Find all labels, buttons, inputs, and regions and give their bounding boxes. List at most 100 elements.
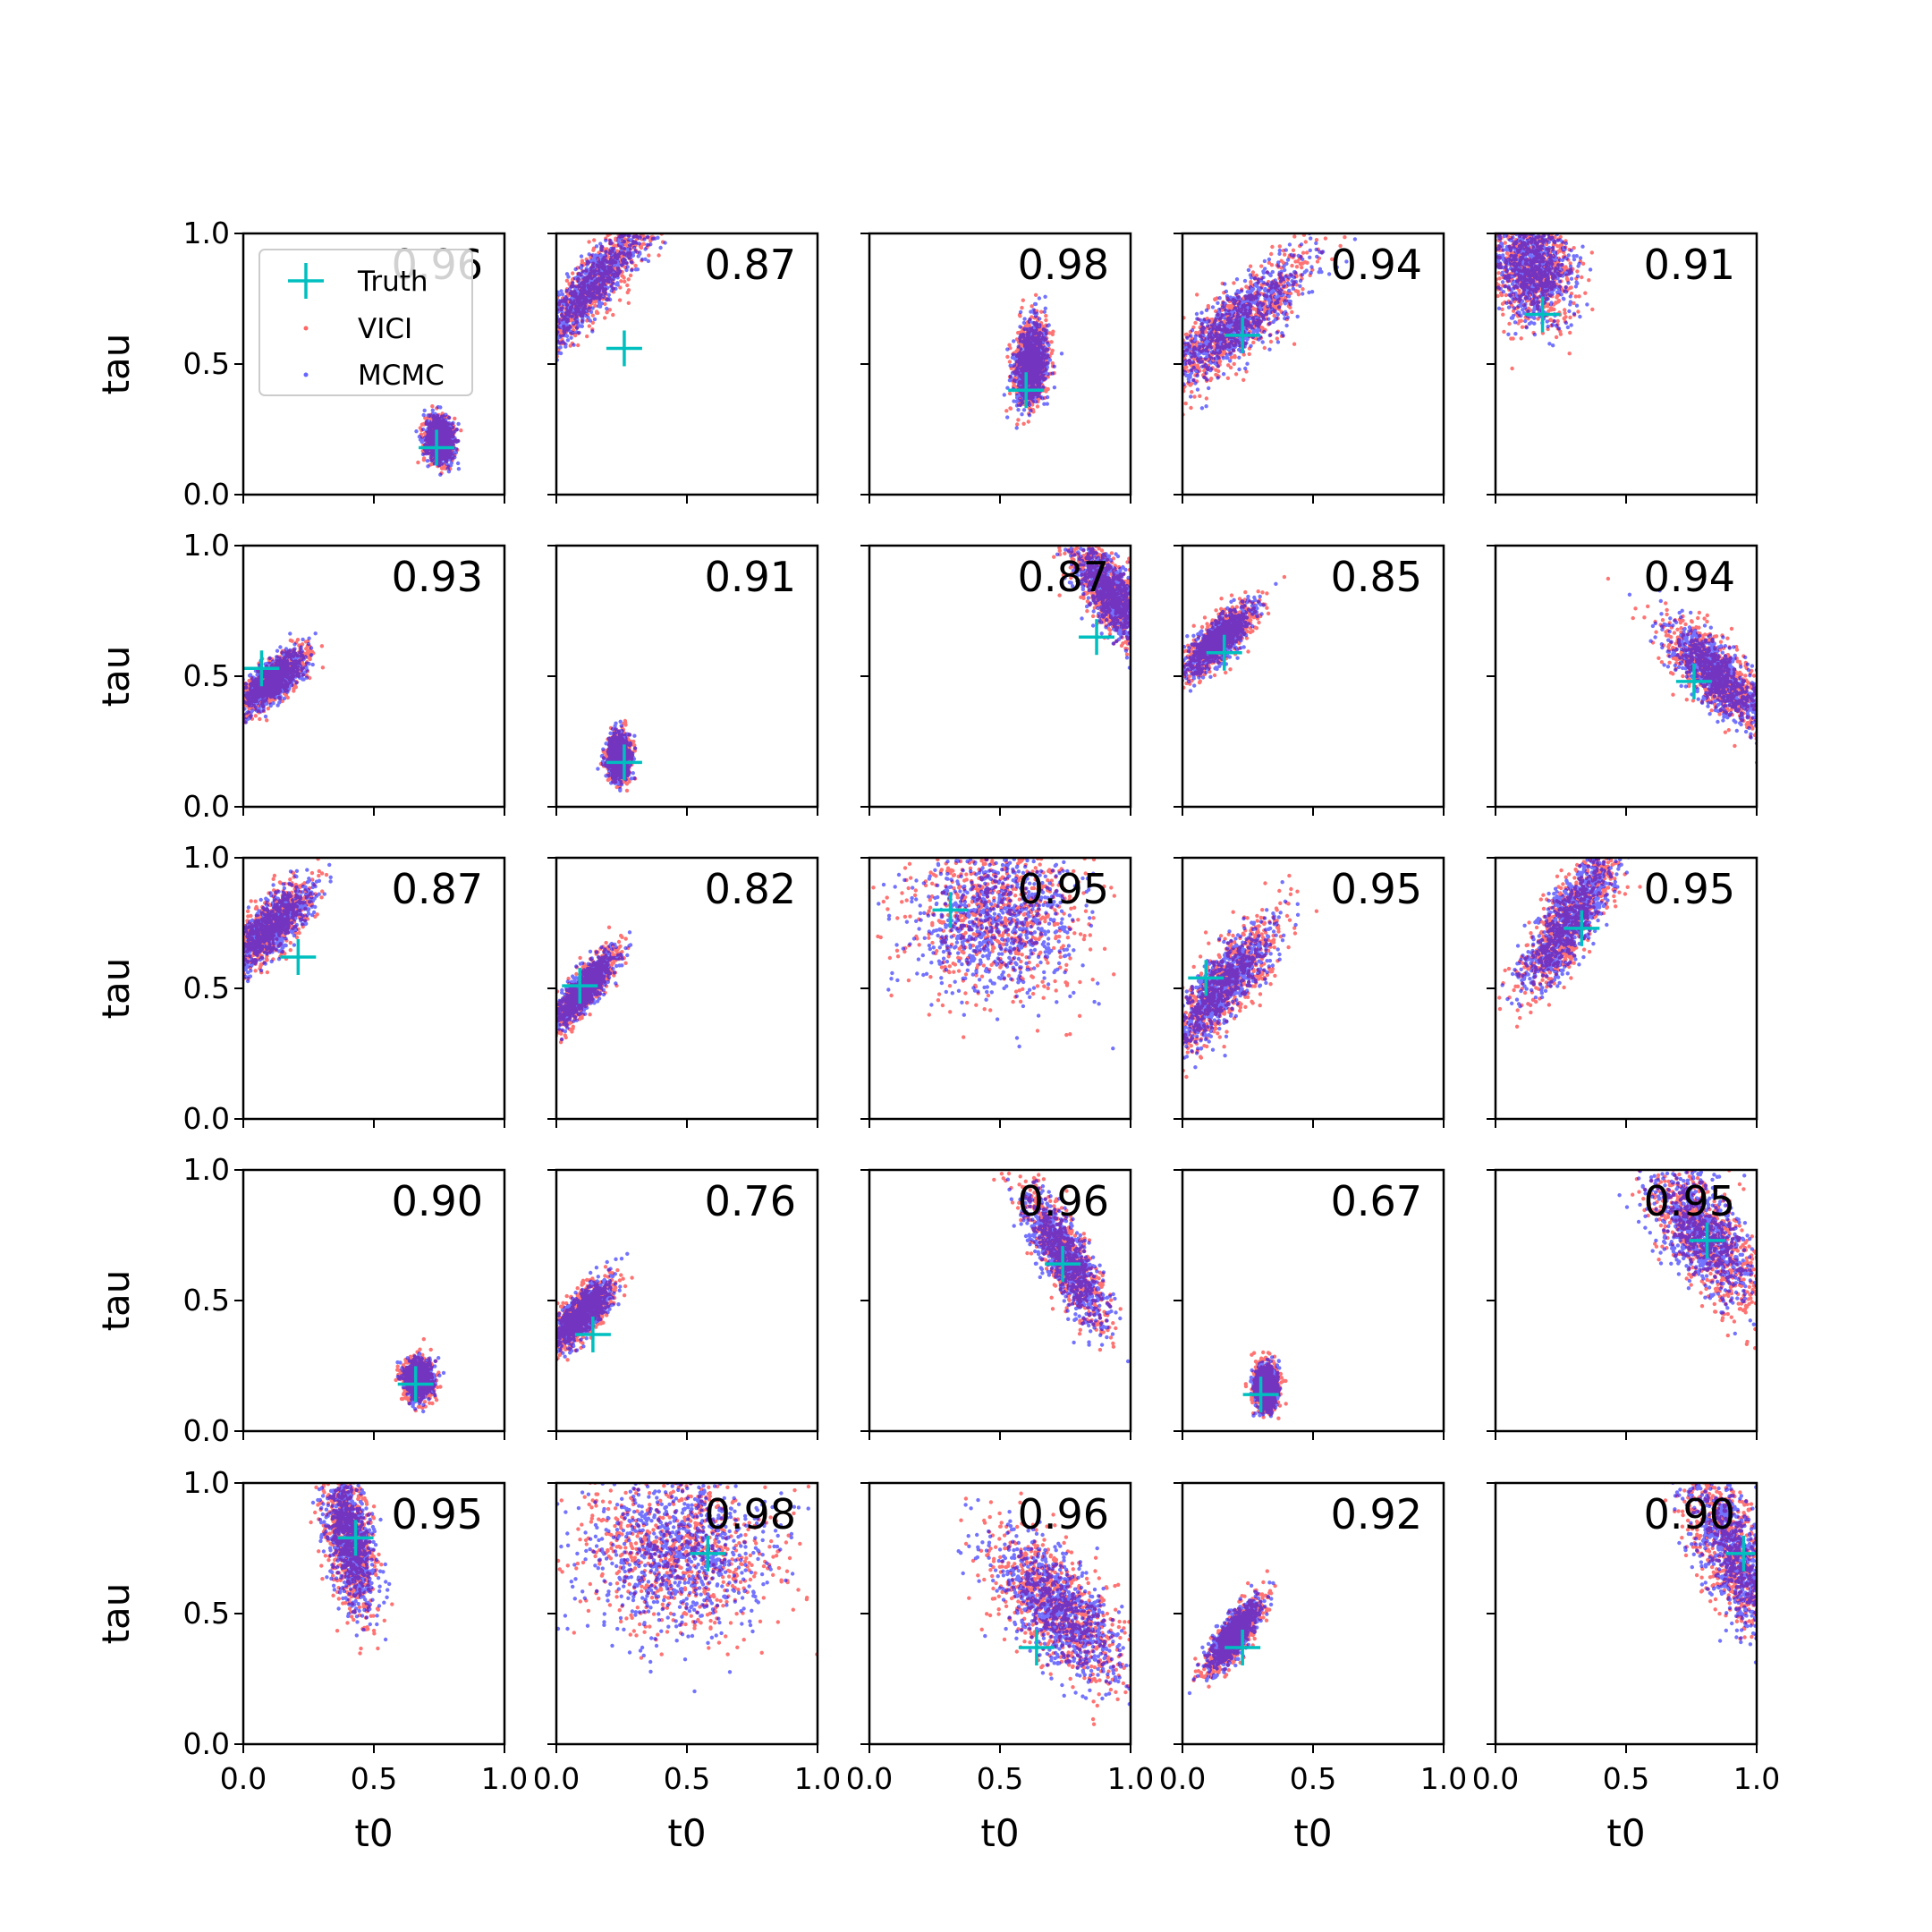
panel-1-samples [414, 404, 462, 477]
y-axis-label: tau [94, 646, 138, 708]
mcmc-samples [1628, 589, 1802, 767]
x-tick-label: 1.0 [794, 1761, 841, 1796]
panel-20: 0.95 [1487, 1134, 1815, 1440]
y-axis-label: tau [94, 958, 138, 1020]
panel-14-samples [1133, 874, 1318, 1088]
y-tick-label: 1.0 [183, 216, 230, 250]
overlap-score: 0.95 [1018, 865, 1109, 913]
panel-19: 0.67 [1174, 1170, 1444, 1440]
panel-8: 0.87 [860, 513, 1167, 816]
panel-14: 0.95 [1133, 858, 1444, 1128]
panel-12: 0.82 [535, 858, 818, 1128]
legend-label-truth: Truth [357, 266, 428, 298]
y-tick-label: 0.5 [183, 658, 230, 693]
panel-7-samples [596, 719, 637, 792]
mcmc-samples [495, 174, 671, 392]
panel-22: 0.0 0.5 1.0 t0 0.98 [520, 1428, 841, 1855]
overlap-score: 0.93 [392, 553, 483, 601]
panel-17: 0.76 [531, 1170, 818, 1440]
legend-label-mcmc: MCMC [358, 360, 445, 392]
y-tick-label: 0.0 [183, 789, 230, 824]
y-tick-label: 1.0 [183, 528, 230, 563]
overlap-score: 0.98 [705, 1490, 796, 1538]
mcmc-samples [1249, 1355, 1282, 1418]
panel-4: 0.94 [1090, 208, 1444, 504]
panel-15: 0.95 [1481, 777, 1757, 1128]
panel-17-samples [531, 1252, 634, 1380]
panel-10: 0.94 [1487, 546, 1802, 816]
overlap-score: 0.94 [1331, 241, 1422, 289]
y-axis-label: tau [94, 334, 138, 395]
panel-15-samples [1481, 777, 1657, 1029]
x-tick-label: 1.0 [481, 1761, 528, 1796]
x-tick-label: 0.0 [533, 1761, 580, 1796]
panel-5-samples [1462, 189, 1594, 370]
overlap-score: 0.90 [1644, 1490, 1735, 1538]
overlap-score: 0.92 [1331, 1490, 1422, 1538]
y-tick-label: 0.5 [183, 1596, 230, 1631]
legend-vici-marker [304, 326, 309, 331]
overlap-score: 0.87 [392, 865, 483, 913]
mcmc-samples [1481, 826, 1657, 1009]
x-axis-label: t0 [980, 1811, 1019, 1855]
overlap-score: 0.95 [1644, 1177, 1735, 1225]
panel-6: 0.0 0.5 1.0 tau 0.93 [94, 528, 504, 824]
y-axis-label: tau [94, 1583, 138, 1645]
x-tick-label: 0.0 [846, 1761, 893, 1796]
panel-19-samples [1244, 1351, 1288, 1420]
mcmc-samples [1476, 191, 1593, 348]
y-tick-label: 0.0 [183, 1413, 230, 1448]
x-tick-label: 0.0 [1159, 1761, 1206, 1796]
mcmc-samples [1663, 1435, 1811, 1723]
y-tick-label: 0.0 [183, 477, 230, 512]
panel-21-samples [306, 1428, 394, 1656]
overlap-score: 0.85 [1331, 553, 1422, 601]
x-tick-label: 1.0 [1420, 1761, 1467, 1796]
y-axis-label: tau [94, 1270, 138, 1332]
panel-10-samples [1606, 577, 1802, 767]
overlap-score: 0.90 [392, 1177, 483, 1225]
y-tick-label: 0.0 [183, 1101, 230, 1136]
x-axis-label: t0 [1293, 1811, 1332, 1855]
x-axis-label: t0 [354, 1811, 393, 1855]
x-tick-label: 0.5 [351, 1761, 397, 1796]
panel-5: 0.91 [1462, 189, 1757, 504]
panel-7: 0.91 [547, 546, 818, 816]
panel-22-samples [520, 1428, 837, 1693]
panel-2: 0.87 [481, 165, 818, 504]
overlap-score: 0.87 [705, 241, 796, 289]
y-tick-label: 1.0 [183, 840, 230, 875]
truth-marker [606, 330, 642, 366]
y-tick-label: 0.5 [183, 1283, 230, 1318]
panel-2-samples [481, 165, 708, 395]
overlap-score: 0.95 [392, 1490, 483, 1538]
x-tick-label: 0.5 [664, 1761, 710, 1796]
x-tick-label: 0.0 [1472, 1761, 1519, 1796]
panel-9: 0.85 [1161, 546, 1444, 816]
panel-18: 0.96 [860, 1141, 1134, 1440]
x-axis-label: t0 [667, 1811, 706, 1855]
overlap-score: 0.67 [1331, 1177, 1422, 1225]
overlap-score: 0.95 [1331, 865, 1422, 913]
y-tick-label: 0.5 [183, 346, 230, 381]
overlap-score: 0.98 [1018, 241, 1109, 289]
y-tick-label: 1.0 [183, 1152, 230, 1187]
panel-3: 0.98 [860, 233, 1131, 504]
overlap-score: 0.91 [1644, 241, 1735, 289]
y-tick-label: 0.0 [183, 1726, 230, 1761]
x-tick-label: 0.0 [220, 1761, 267, 1796]
overlap-score: 0.95 [1644, 865, 1735, 913]
x-tick-label: 1.0 [1107, 1761, 1154, 1796]
panel-3-samples [1003, 293, 1064, 430]
overlap-score: 0.82 [705, 865, 796, 913]
overlap-score: 0.87 [1018, 553, 1109, 601]
overlap-score: 0.94 [1644, 553, 1735, 601]
panel-6-samples [224, 631, 325, 732]
